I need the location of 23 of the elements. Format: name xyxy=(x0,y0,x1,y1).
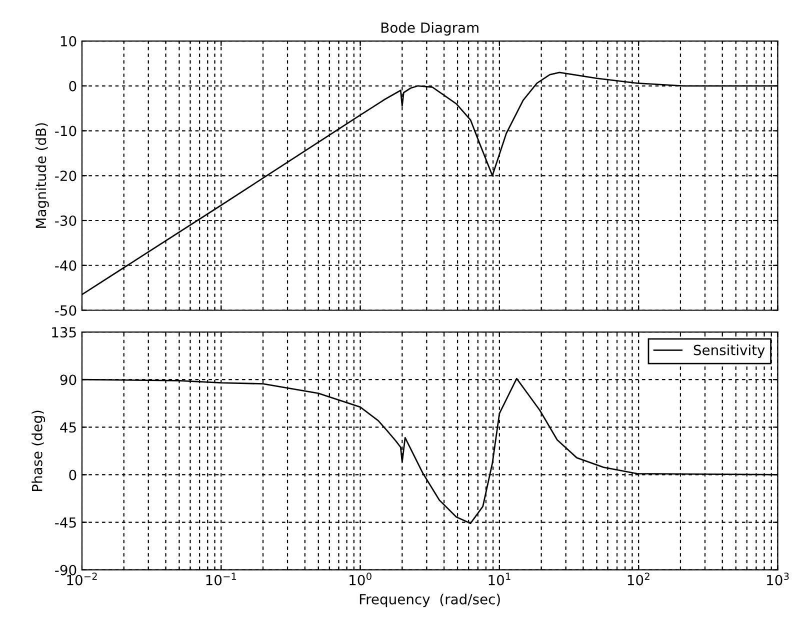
x-tick-label: 10$^{−1}$ xyxy=(206,572,236,586)
x-tick-label: 10$^{3}$ xyxy=(767,572,789,586)
y-tick-label: -20 xyxy=(55,170,76,182)
x-tick-label: 10$^{0}$ xyxy=(350,572,372,586)
y-tick-label: 0 xyxy=(69,470,76,480)
y-tick-label: 10 xyxy=(60,36,76,46)
legend-label: Sensitivity xyxy=(694,344,765,358)
y-axis-title: Phase (deg) xyxy=(32,410,46,492)
y-tick-label: -90 xyxy=(55,564,76,576)
y-tick-label: -50 xyxy=(55,305,76,316)
y-tick-label: 90 xyxy=(60,374,76,386)
y-tick-label: -30 xyxy=(55,215,76,226)
chart-title: Bode Diagram xyxy=(382,22,478,36)
y-axis-title: Magnitude (dB) xyxy=(35,123,49,228)
y-tick-label: -45 xyxy=(55,517,76,528)
x-tick-label: 10$^{2}$ xyxy=(628,572,650,586)
y-tick-label: -40 xyxy=(55,260,76,271)
y-tick-label: -10 xyxy=(55,126,76,136)
x-tick-label: 10$^{1}$ xyxy=(488,572,510,586)
x-axis-title: Frequency (rad/sec) xyxy=(360,594,500,608)
y-tick-label: 45 xyxy=(60,422,76,433)
y-tick-label: 135 xyxy=(52,327,76,338)
y-tick-label: 0 xyxy=(69,80,76,92)
